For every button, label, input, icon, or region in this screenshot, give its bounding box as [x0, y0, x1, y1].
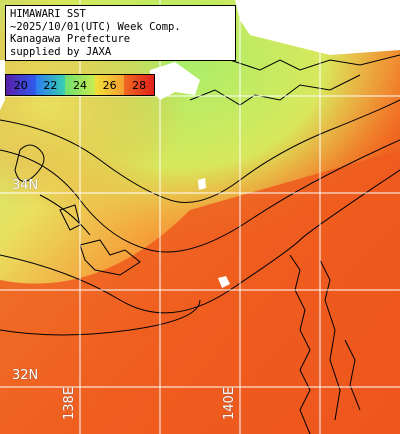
contour-line: [319, 259, 341, 421]
contour-line: [0, 299, 201, 336]
contour-line: [39, 194, 91, 236]
colorbar-tick-24: 24: [65, 75, 95, 95]
colorbar-tick-26: 26: [94, 75, 125, 95]
colorbar-tick-22: 22: [35, 75, 66, 95]
west-land: [0, 60, 5, 110]
island-miyake: [218, 276, 230, 288]
contour-line: [14, 144, 45, 182]
temperature-colorbar: 20 22 24 26 28: [5, 74, 155, 96]
title-line-4: supplied by JAXA: [10, 45, 112, 58]
contour-line: [344, 339, 361, 411]
colorbar-tick-20: 20: [6, 75, 36, 95]
contour-line: [79, 239, 141, 276]
contour-line: [289, 254, 311, 434]
contour-line: [229, 54, 400, 71]
colorbar-tick-28: 28: [124, 75, 154, 95]
title-line-1: HIMAWARI SST: [10, 8, 86, 20]
kuroshio-warm-water: [0, 150, 400, 434]
lat-label-32n: 32N: [12, 368, 39, 383]
title-box: HIMAWARI SST ~2025/10/01(UTC) Week Comp.…: [5, 5, 236, 61]
title-line-2: ~2025/10/01(UTC) Week Comp.: [10, 20, 181, 33]
contour-line: [0, 139, 400, 253]
kanto-land: [236, 0, 400, 48]
contour-line: [0, 99, 400, 203]
izu-peninsula: [150, 62, 200, 100]
contour-line: [189, 74, 361, 106]
lon-label-138e: 138E: [62, 386, 77, 420]
title-line-3: Kanagawa Prefecture: [10, 33, 131, 45]
island-oshima: [198, 178, 206, 190]
lon-label-140e: 140E: [222, 386, 237, 420]
lat-label-34n: 34N: [12, 178, 39, 193]
